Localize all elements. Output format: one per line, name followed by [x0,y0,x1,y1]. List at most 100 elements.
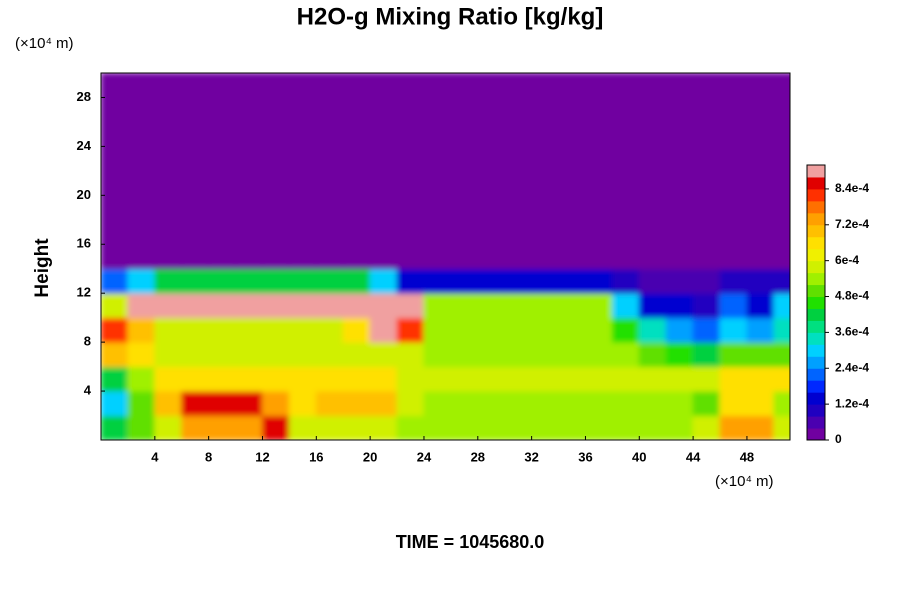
cell [450,390,479,417]
colorbar-band [807,284,825,298]
cell [288,243,317,270]
x-tick-label: 40 [632,449,646,464]
cell [423,366,452,392]
cell [369,317,398,343]
cell [584,390,613,417]
cell [638,219,667,245]
cell [101,243,129,270]
cell [504,268,533,294]
cell [342,194,371,221]
colorbar-tick-label: 1.2e-4 [835,396,869,410]
cell [208,96,237,123]
cell [127,170,156,196]
cell [101,268,129,294]
cell [261,170,290,196]
cell [584,170,613,196]
colorbar-band [807,224,825,238]
cell [369,170,398,196]
colorbar-band [807,404,825,417]
colorbar-band [807,260,825,274]
cell [746,317,775,343]
cell [342,341,371,368]
cell [504,341,533,368]
cell [773,145,790,172]
cell [773,243,790,270]
cell [531,219,560,245]
cell [181,243,210,270]
cell [235,415,263,440]
cell [181,366,210,392]
cell [477,121,506,147]
cell [746,268,775,294]
cell [261,292,290,319]
cell [423,121,452,147]
cell [208,390,237,417]
colorbar-tick-label: 3.6e-4 [835,325,869,339]
cell [369,341,398,368]
cell [477,73,506,98]
cell [396,219,425,245]
colorbar-tick-label: 0 [835,432,842,446]
cell [504,390,533,417]
cell [288,415,317,440]
cell [396,243,425,270]
cell [611,341,640,368]
cell [450,219,479,245]
colorbar-band [807,356,825,369]
cell [315,317,344,343]
cell [127,73,156,98]
cell [531,243,560,270]
cell [423,317,452,343]
cell [423,194,452,221]
cell [369,292,398,319]
cell [719,96,748,123]
colorbar-band [807,165,825,178]
cell [531,121,560,147]
cell [261,415,290,440]
cell [477,317,506,343]
cell [208,145,237,172]
cell [611,292,640,319]
cell [531,145,560,172]
cell [719,243,748,270]
cell [638,170,667,196]
cell [477,292,506,319]
cell [288,145,317,172]
cell [638,317,667,343]
cell [423,96,452,123]
cell [477,194,506,221]
x-tick-label: 20 [363,449,377,464]
cell [746,145,775,172]
cell [396,73,425,98]
axes: 4 8 12 16 20 24 28 32 36 40 44 4848121620242801.2e-… [77,72,869,464]
cell [665,73,694,98]
colorbar-band [807,392,825,405]
cell [101,219,129,245]
cell [181,317,210,343]
cell [719,341,748,368]
cell [665,96,694,123]
cell [477,243,506,270]
cell [773,96,790,123]
cell [638,390,667,417]
cell [288,268,317,294]
cell [154,243,183,270]
cell [288,170,317,196]
cell [423,292,452,319]
cell [315,415,344,440]
cell [746,170,775,196]
cell [235,73,263,98]
cell [342,121,371,147]
cell [584,317,613,343]
cell [315,292,344,319]
cell [154,366,183,392]
cell [261,219,290,245]
cell [531,292,560,319]
cell [154,292,183,319]
cell [692,219,721,245]
cell [342,243,371,270]
cell [181,390,210,417]
cell [773,415,790,440]
cell [235,366,263,392]
cell [746,121,775,147]
